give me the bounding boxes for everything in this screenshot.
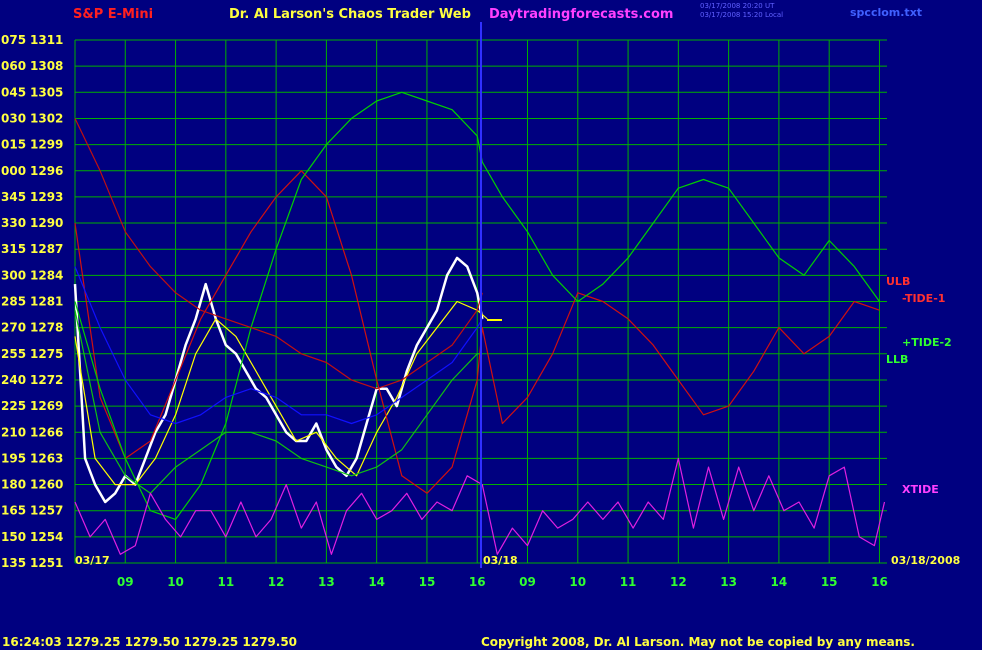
x-tick-label: 12 [670, 575, 687, 589]
y-tick-price: 1266 [30, 425, 63, 439]
y-tick-price: 1296 [30, 164, 63, 178]
timestamp-local: 03/17/2008 15:20 Local [700, 11, 783, 19]
x-tick-label: 10 [167, 575, 184, 589]
llb-label: LLB [886, 353, 908, 366]
series-line-xtide [74, 457, 886, 555]
y-tick-angle: 075 [1, 33, 26, 47]
y-tick-price: 1293 [30, 190, 63, 204]
y-tick-angle: 300 [1, 268, 26, 282]
x-tick-label: 13 [720, 575, 737, 589]
quote-readout: 16:24:03 1279.25 1279.50 1279.25 1279.50 [2, 635, 297, 649]
x-tick-label: 15 [419, 575, 436, 589]
y-tick-angle: 060 [1, 59, 26, 73]
x-tick-label: 13 [318, 575, 335, 589]
y-tick-angle: 135 [1, 556, 26, 570]
site-link[interactable]: Daytradingforecasts.com [489, 7, 673, 22]
copyright-notice: Copyright 2008, Dr. Al Larson. May not b… [481, 635, 915, 649]
ulb-label: ULB [886, 275, 910, 288]
y-tick-angle: 015 [1, 138, 26, 152]
y-tick-price: 1275 [30, 347, 63, 361]
x-tick-label: 10 [569, 575, 586, 589]
y-tick-price: 1284 [30, 268, 63, 282]
y-tick-price: 1251 [30, 556, 63, 570]
instrument-label: S&P E-Mini [73, 7, 153, 22]
end-date-label: 03/18/2008 [891, 554, 960, 567]
x-tick-label: 09 [117, 575, 134, 589]
data-file-label: spcclom.txt [850, 6, 922, 19]
x-tick-label: 14 [368, 575, 385, 589]
x-tick-label: 12 [268, 575, 285, 589]
y-tick-angle: 165 [1, 504, 26, 518]
timestamp-ut: 03/17/2008 20:20 UT [700, 2, 775, 10]
y-tick-price: 1281 [30, 295, 63, 309]
series-line-tide-2 [74, 91, 880, 521]
y-tick-angle: 000 [1, 164, 26, 178]
y-tick-price: 1257 [30, 504, 63, 518]
y-tick-price: 1254 [30, 530, 63, 544]
y-tick-price: 1278 [30, 321, 63, 335]
y-tick-angle: 150 [1, 530, 26, 544]
xtide-label: XTIDE [902, 483, 939, 496]
y-tick-angle: 255 [1, 347, 26, 361]
y-axis-labels: 075 1311 060 1308 045 1305 030 1302 015 1299 000 12… [1, 33, 63, 570]
y-tick-price: 1272 [30, 373, 63, 387]
chart-title: Dr. Al Larson's Chaos Trader Web [229, 7, 471, 22]
x-tick-label: 14 [771, 575, 788, 589]
y-tick-angle: 345 [1, 190, 26, 204]
series-line-ulb [74, 118, 483, 390]
y-tick-angle: 180 [1, 478, 26, 492]
x-tick-label: 16 [469, 575, 486, 589]
x-tick-label: 11 [620, 575, 637, 589]
y-tick-price: 1290 [30, 216, 63, 230]
mid-date-label: 03/18 [483, 554, 518, 567]
y-tick-price: 1311 [30, 33, 63, 47]
y-tick-price: 1308 [30, 59, 63, 73]
y-tick-angle: 240 [1, 373, 26, 387]
y-tick-price: 1263 [30, 451, 63, 465]
series-line-price [73, 256, 484, 504]
y-tick-price: 1269 [30, 399, 63, 413]
y-tick-angle: 030 [1, 111, 26, 125]
y-tick-price: 1302 [30, 111, 63, 125]
y-tick-angle: 225 [1, 399, 26, 413]
x-axis-labels: 09 10 11 12 13 14 15 16 09 10 11 12 13 14 15 16 [117, 575, 888, 589]
y-tick-angle: 045 [1, 85, 26, 99]
y-tick-angle: 270 [1, 321, 26, 335]
y-tick-price: 1299 [30, 138, 63, 152]
tide2-label: +TIDE-2 [902, 336, 952, 349]
series-line-llb [74, 310, 483, 494]
tide1-label: -TIDE-1 [902, 292, 945, 305]
series-line-ma [74, 300, 488, 486]
y-tick-angle: 195 [1, 451, 26, 465]
x-tick-label: 15 [821, 575, 838, 589]
y-tick-price: 1287 [30, 242, 63, 256]
y-tick-angle: 315 [1, 242, 26, 256]
start-date-label: 03/17 [75, 554, 110, 567]
y-tick-price: 1260 [30, 478, 63, 492]
x-tick-label: 16 [871, 575, 888, 589]
x-tick-label: 11 [217, 575, 234, 589]
y-tick-angle: 330 [1, 216, 26, 230]
series-line-mid-band [74, 266, 483, 425]
y-tick-price: 1305 [30, 85, 63, 99]
x-tick-label: 09 [519, 575, 536, 589]
series-layer [73, 91, 886, 555]
y-tick-angle: 210 [1, 425, 26, 439]
y-tick-angle: 285 [1, 295, 26, 309]
